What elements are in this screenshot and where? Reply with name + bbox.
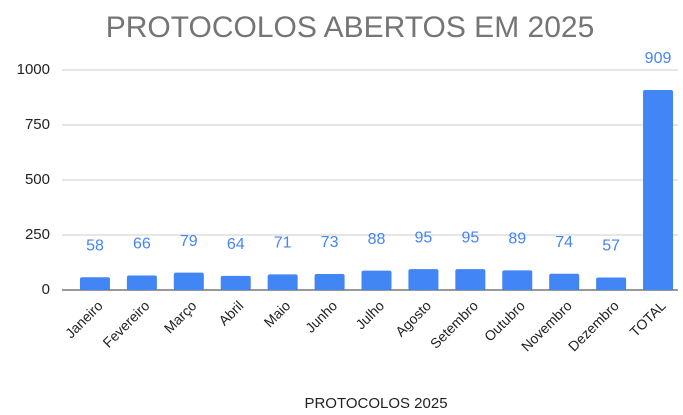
value-label: 71 (274, 235, 292, 252)
bar (408, 269, 439, 290)
bar (643, 90, 674, 291)
value-label: 66 (133, 236, 151, 253)
value-label: 88 (368, 231, 386, 248)
x-tick-label: Março (161, 297, 200, 336)
bar (173, 272, 204, 290)
bar (126, 275, 157, 290)
x-tick-label: Julho (352, 297, 387, 332)
value-label: 58 (86, 237, 104, 254)
y-tick-label: 250 (25, 226, 50, 243)
bar (361, 270, 392, 290)
value-label: 64 (227, 236, 245, 253)
x-tick-label: Fevereiro (99, 297, 152, 350)
y-tick-label: 0 (42, 281, 50, 298)
bar (502, 270, 533, 290)
chart-title: PROTOCOLOS ABERTOS EM 2025 (106, 11, 595, 44)
bar (267, 274, 298, 290)
x-tick-label: TOTAL (626, 297, 668, 339)
value-label: 79 (180, 233, 198, 250)
x-axis-title: PROTOCOLOS 2025 (304, 395, 447, 412)
value-label: 909 (645, 50, 672, 67)
y-tick-label: 500 (25, 171, 50, 188)
bar (314, 273, 345, 290)
value-label: 95 (461, 229, 479, 246)
x-tick-label: Abril (215, 297, 246, 328)
x-tick-label: Junho (302, 297, 340, 335)
x-tick-label: Maio (261, 297, 294, 330)
bar (455, 269, 486, 290)
y-tick-label: 1000 (17, 61, 50, 78)
x-tick-label: Setembro (427, 297, 481, 351)
bar (596, 277, 627, 290)
x-tick-label: Dezembro (565, 297, 622, 354)
y-tick-label: 750 (25, 116, 50, 133)
value-label: 89 (508, 231, 526, 248)
bar (549, 273, 580, 290)
value-label: 57 (602, 238, 620, 255)
value-label: 74 (555, 234, 573, 251)
bar (79, 277, 110, 290)
x-tick-label: Outubro (481, 297, 528, 344)
value-label: 95 (415, 229, 433, 246)
x-tick-label: Janeiro (62, 297, 106, 341)
value-label: 73 (321, 234, 339, 251)
bar (220, 275, 251, 290)
x-tick-label: Agosto (392, 297, 434, 339)
